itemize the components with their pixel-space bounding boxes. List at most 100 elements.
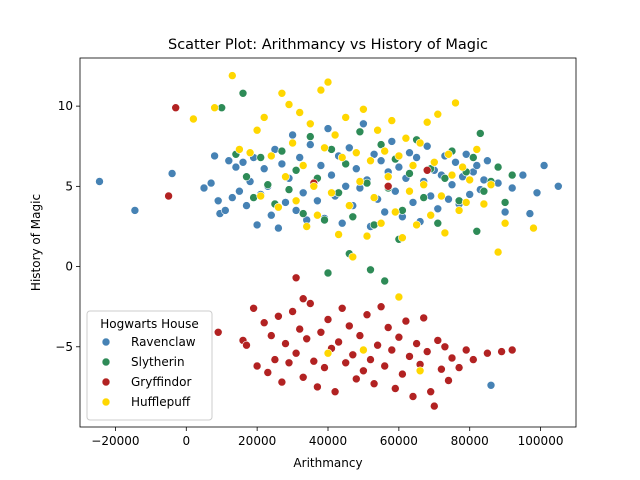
point-gryffindor-8	[263, 368, 273, 377]
point-slytherin-43	[323, 268, 333, 278]
point-ravenclaw-55	[387, 137, 397, 146]
x-axis: −20000 0 20000 40000 60000 80000 100000	[91, 427, 563, 448]
point-gryffindor-49	[408, 392, 418, 401]
point-slytherin-37	[475, 129, 485, 138]
x-tick-label: −20000	[91, 434, 139, 448]
point-hufflepuff-27	[337, 153, 347, 162]
point-hufflepuff-2	[228, 71, 237, 80]
point-hufflepuff-65	[479, 199, 489, 209]
point-hufflepuff-3	[235, 145, 244, 154]
point-gryffindor-64	[483, 348, 492, 358]
point-hufflepuff-24	[327, 188, 336, 198]
point-gryffindor-11	[274, 311, 283, 321]
y-tick-label: 10	[58, 99, 73, 113]
point-ravenclaw-23	[274, 223, 283, 233]
point-ravenclaw-28	[291, 206, 301, 215]
point-gryffindor-59	[444, 376, 453, 385]
point-hufflepuff-21	[316, 85, 326, 95]
point-hufflepuff-44	[398, 233, 407, 242]
point-slytherin-33	[454, 196, 464, 206]
point-hufflepuff-42	[390, 207, 400, 217]
point-gryffindor-43	[387, 345, 397, 355]
point-gryffindor-50	[412, 339, 421, 348]
point-gryffindor-24	[320, 363, 329, 372]
point-ravenclaw-88	[525, 209, 535, 218]
point-gryffindor-27	[330, 387, 340, 397]
point-gryffindor-14	[284, 358, 294, 368]
point-gryffindor-40	[376, 302, 386, 312]
point-ravenclaw-60	[405, 148, 414, 157]
point-ravenclaw-9	[224, 156, 234, 165]
point-slytherin-6	[263, 180, 273, 189]
point-hufflepuff-45	[401, 133, 411, 143]
point-hufflepuff-40	[383, 172, 393, 181]
point-hufflepuff-11	[281, 172, 290, 181]
point-ravenclaw-73	[451, 158, 460, 167]
point-slytherin-18	[348, 212, 358, 222]
point-gryffindor-20	[305, 299, 315, 308]
series-gryffindor	[164, 103, 517, 411]
point-gryffindor-44	[390, 384, 400, 393]
point-slytherin-9	[284, 185, 294, 194]
point-gryffindor-28	[334, 337, 343, 347]
point-hufflepuff-56	[440, 228, 450, 238]
legend-label-slytherin: Slytherin	[131, 355, 185, 369]
point-hufflepuff-18	[305, 119, 315, 129]
point-ravenclaw-42	[341, 182, 351, 191]
point-hufflepuff-15	[295, 108, 305, 117]
point-gryffindor-16	[291, 348, 301, 358]
point-hufflepuff-46	[405, 186, 414, 196]
point-gryffindor-39	[373, 340, 382, 350]
points-layer	[95, 71, 563, 411]
legend-marker-gryffindor	[101, 377, 111, 387]
x-tick-label: 60000	[380, 434, 418, 448]
point-hufflepuff-37	[373, 125, 382, 135]
point-ravenclaw-82	[483, 156, 492, 165]
point-gryffindor-4	[242, 340, 251, 350]
legend-marker-ravenclaw	[101, 337, 111, 347]
point-hufflepuff-8	[266, 151, 276, 161]
point-gryffindor-5	[249, 303, 258, 313]
point-hufflepuff-28	[341, 113, 351, 122]
legend-label-ravenclaw: Ravenclaw	[131, 335, 196, 349]
point-gryffindor-31	[344, 321, 354, 331]
point-ravenclaw-0	[95, 177, 104, 186]
point-slytherin-30	[433, 218, 443, 228]
point-hufflepuff-64	[472, 145, 482, 154]
point-ravenclaw-77	[465, 190, 475, 199]
point-hufflepuff-55	[437, 191, 446, 201]
point-ravenclaw-1	[130, 206, 140, 215]
point-ravenclaw-29	[295, 153, 305, 162]
point-hufflepuff-57	[444, 150, 453, 159]
point-ravenclaw-11	[231, 162, 241, 172]
point-hufflepuff-17	[302, 222, 312, 231]
point-hufflepuff-60	[454, 206, 464, 215]
point-ravenclaw-32	[305, 140, 315, 149]
point-ravenclaw-90	[539, 161, 549, 170]
legend-entries: Ravenclaw Slytherin Gryffindor Hufflepuff	[101, 335, 196, 409]
point-ravenclaw-68	[433, 204, 443, 214]
point-hufflepuff-71	[323, 348, 333, 358]
point-slytherin-26	[405, 169, 414, 178]
point-hufflepuff-67	[493, 247, 503, 257]
point-ravenclaw-13	[238, 158, 248, 167]
point-ravenclaw-21	[266, 210, 276, 220]
point-slytherin-11	[298, 209, 308, 218]
point-hufflepuff-51	[422, 117, 432, 127]
point-hufflepuff-22	[320, 143, 329, 153]
point-hufflepuff-26	[334, 230, 343, 239]
point-ravenclaw-27	[288, 130, 297, 140]
point-hufflepuff-7	[259, 113, 269, 122]
point-hufflepuff-6	[256, 191, 266, 201]
point-gryffindor-46	[398, 369, 407, 379]
point-ravenclaw-24	[277, 159, 287, 169]
point-gryffindor-32	[348, 350, 358, 360]
point-gryffindor-58	[440, 342, 450, 352]
point-gryffindor-41	[380, 361, 390, 371]
point-ravenclaw-50	[369, 150, 379, 159]
point-hufflepuff-14	[291, 196, 301, 206]
point-hufflepuff-13	[288, 138, 297, 148]
point-gryffindor-57	[437, 364, 446, 374]
x-tick-label: 80000	[451, 434, 489, 448]
point-hufflepuff-35	[366, 156, 375, 165]
